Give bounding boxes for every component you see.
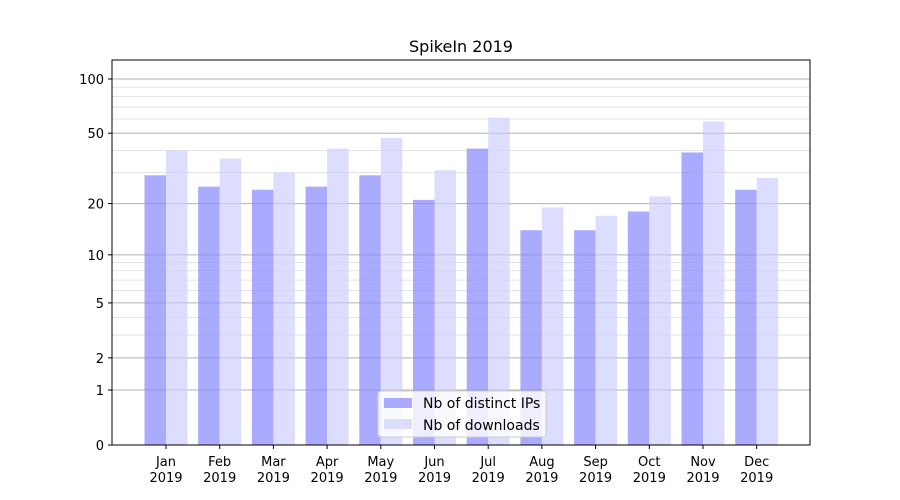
bar-downloads [756,177,779,445]
x-axis: Jan2019Feb2019Mar2019Apr2019May2019Jun20… [149,445,773,486]
bar-distinct-ips [305,186,328,446]
bar-distinct-ips [359,175,381,446]
legend: Nb of distinct IPs Nb of downloads [377,390,547,438]
x-tick-label: 2019 [257,471,290,486]
bar-downloads [595,215,618,445]
bar-distinct-ips [735,189,757,445]
legend-swatch-downloads [384,419,412,429]
x-tick-label: Mar [261,455,286,470]
bars-layer [144,117,779,446]
x-tick-label: May [367,455,394,470]
bar-downloads [219,158,242,445]
bar-distinct-ips [574,230,596,445]
bar-downloads [327,148,349,446]
x-tick-label: 2019 [203,471,236,486]
x-tick-label: Jan [155,455,176,470]
y-tick-label: 2 [96,352,104,367]
y-tick-label: 1 [96,384,104,399]
y-tick-label: 10 [87,249,104,264]
chart-title: SpikeIn 2019 [409,37,513,56]
bar-distinct-ips [627,211,650,445]
plot-frame [111,59,811,446]
x-tick-label: Sep [583,455,608,470]
x-tick-label: Jun [423,455,444,470]
x-tick-label: 2019 [740,471,773,486]
x-tick-label: Feb [208,455,231,470]
bar-distinct-ips [466,148,489,446]
bar-distinct-ips [198,186,220,446]
y-tick-label: 50 [87,127,104,142]
bar-downloads [488,117,510,445]
bar-downloads [380,138,403,445]
legend-box [377,390,547,438]
bar-downloads [434,170,456,445]
bar-downloads [649,196,671,445]
x-tick-label: Nov [690,455,716,470]
bar-distinct-ips [413,199,435,445]
x-tick-label: 2019 [633,471,666,486]
x-tick-label: Apr [316,455,339,470]
x-tick-label: Dec [744,455,769,470]
y-tick-label: 20 [87,198,104,213]
x-tick-label: 2019 [472,471,505,486]
legend-label-downloads: Nb of downloads [423,418,540,434]
y-tick-label: 0 [96,439,104,454]
grid-overlay [112,78,810,391]
legend-swatch-ips [384,398,412,408]
y-tick-label: 100 [79,73,104,88]
bar-downloads [541,207,564,445]
legend-label-ips: Nb of distinct IPs [423,396,540,412]
bar-distinct-ips [251,189,274,445]
x-tick-label: Aug [529,455,554,470]
bar-distinct-ips [144,175,166,446]
x-tick-label: 2019 [686,471,719,486]
bar-downloads [703,121,725,445]
x-tick-label: 2019 [525,471,558,486]
x-tick-label: 2019 [579,471,612,486]
x-tick-label: 2019 [418,471,451,486]
x-tick-label: Oct [638,455,660,470]
bar-distinct-ips [681,152,703,445]
x-tick-label: Jul [479,455,496,470]
y-tick-label: 5 [96,297,104,312]
y-axis: 0 1 2 5 10 20 50 100 [79,73,112,454]
bar-downloads [273,172,295,445]
bar-downloads [166,150,188,445]
x-tick-label: 2019 [364,471,397,486]
x-tick-label: 2019 [149,471,182,486]
x-tick-label: 2019 [311,471,344,486]
